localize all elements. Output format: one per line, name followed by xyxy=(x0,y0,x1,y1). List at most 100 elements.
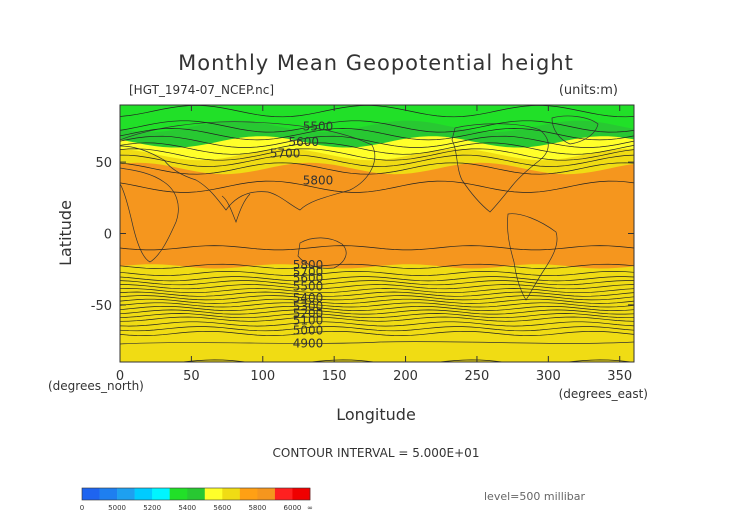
contour-lines xyxy=(120,105,634,362)
contour-line xyxy=(120,288,634,294)
contour-line xyxy=(120,162,634,175)
chart-title: Monthly Mean Geopotential height xyxy=(178,51,574,75)
contour-label: 5600 xyxy=(293,271,324,285)
colorbar-swatch xyxy=(152,488,170,500)
x-tick-label: 250 xyxy=(465,369,490,384)
colorbar-swatch xyxy=(99,488,118,500)
contour-line xyxy=(120,245,634,251)
contour-line xyxy=(120,276,634,282)
colorbar-frame xyxy=(81,487,311,501)
contour-line xyxy=(120,291,634,297)
contour-line xyxy=(120,142,634,155)
contour-line xyxy=(120,309,634,315)
contour-line xyxy=(120,154,634,167)
contour-line xyxy=(120,326,634,332)
colorbar-tick-label: 5600 xyxy=(213,504,231,512)
colorbar-swatch xyxy=(222,488,241,500)
contour-line xyxy=(120,295,634,301)
colorbar-swatch xyxy=(292,488,311,500)
colorbar-swatch xyxy=(257,488,276,500)
contour-label: 5500 xyxy=(293,279,324,293)
colorbar: 0 5000 5200 5400 5600 5800 6000 ∞ xyxy=(80,487,313,512)
x-tick-label: 100 xyxy=(250,369,275,384)
contour-line xyxy=(120,330,634,336)
contour-label: 5400 xyxy=(293,291,324,305)
antarctica-outline xyxy=(120,341,634,345)
x-tick-label: 300 xyxy=(536,369,561,384)
colorbar-swatch xyxy=(187,488,206,500)
contour-label: 5800 xyxy=(293,258,324,272)
africa-outline xyxy=(120,167,179,263)
contour-line xyxy=(120,284,634,290)
colorbar-swatch xyxy=(117,488,135,500)
contour-line xyxy=(120,302,634,308)
contour-band-south xyxy=(120,264,634,362)
continent-outlines xyxy=(120,115,634,345)
eurasia-outline xyxy=(120,121,376,211)
contour-label: 5800 xyxy=(303,174,334,188)
colorbar-tick-label: 5000 xyxy=(108,504,126,512)
south-america-outline xyxy=(507,213,558,301)
y-tick-label: 50 xyxy=(95,156,112,171)
contour-line xyxy=(120,135,634,148)
india-outline xyxy=(221,193,251,224)
contour-label: 5200 xyxy=(293,306,324,320)
x-tick-label: 350 xyxy=(607,369,632,384)
contour-line xyxy=(120,271,634,276)
colorbar-tick-label: ∞ xyxy=(307,504,313,512)
plot-area: 5500560057005800580057005600550054005300… xyxy=(91,104,635,384)
north-america-outline xyxy=(451,123,549,213)
contour-band-north xyxy=(120,105,634,133)
colorbar-tick-label: 5200 xyxy=(143,504,161,512)
y-axis-label: Latitude xyxy=(56,200,75,266)
y-tick-label: 0 xyxy=(104,228,112,243)
file-label: [HGT_1974-07_NCEP.nc] xyxy=(129,83,274,97)
australia-outline xyxy=(297,237,347,269)
contour-line xyxy=(120,359,634,362)
x-unit-label: (degrees_east) xyxy=(559,387,648,401)
contour-label: 5700 xyxy=(293,265,324,279)
contour-line xyxy=(120,180,634,193)
contour-label: 5700 xyxy=(270,147,301,161)
colorbar-swatch xyxy=(82,488,100,500)
contour-line xyxy=(120,280,634,286)
colorbar-tick-label: 0 xyxy=(80,504,84,512)
contour-label: 5000 xyxy=(293,324,324,338)
colorbar-swatch xyxy=(239,488,258,500)
contour-interval-text: CONTOUR INTERVAL = 5.000E+01 xyxy=(273,446,480,460)
colorbar-tick-label: 5800 xyxy=(248,504,266,512)
level-text: level=500 millibar xyxy=(484,490,586,503)
contour-line xyxy=(120,120,634,133)
contour-line xyxy=(120,321,634,327)
colorbar-swatch xyxy=(274,488,293,500)
colorbar-tick-label: 6000 xyxy=(284,504,302,512)
x-axis: 0 50 100 150 200 250 300 350 xyxy=(116,105,632,384)
contour-label: 5100 xyxy=(293,314,324,328)
colorbar-swatch xyxy=(169,488,188,500)
x-axis-label: Longitude xyxy=(336,405,416,424)
contour-label: 5600 xyxy=(288,135,319,149)
contour-label: 5500 xyxy=(303,119,334,133)
colorbar-swatch xyxy=(204,488,223,500)
contour-line xyxy=(120,298,634,304)
contour-line xyxy=(120,313,634,319)
units-label: (units:m) xyxy=(559,83,618,98)
y-axis: 50 0 -50 xyxy=(91,156,634,314)
contour-line xyxy=(120,148,634,161)
contour-label: 4900 xyxy=(293,336,324,350)
x-tick-label: 0 xyxy=(116,369,124,384)
contour-labels: 5500560057005800580057005600550054005300… xyxy=(270,119,333,350)
contour-line xyxy=(120,128,634,141)
contour-line xyxy=(120,305,634,311)
contour-line xyxy=(120,263,634,269)
y-tick-label: -50 xyxy=(91,299,112,314)
colorbar-tick-label: 5400 xyxy=(178,504,196,512)
contour-label: 5300 xyxy=(293,299,324,313)
contour-line xyxy=(120,316,634,322)
y-unit-label: (degrees_north) xyxy=(48,379,144,393)
colorbar-swatch xyxy=(134,488,153,500)
x-tick-label: 50 xyxy=(183,369,200,384)
x-tick-label: 150 xyxy=(322,369,347,384)
x-tick-label: 200 xyxy=(393,369,418,384)
